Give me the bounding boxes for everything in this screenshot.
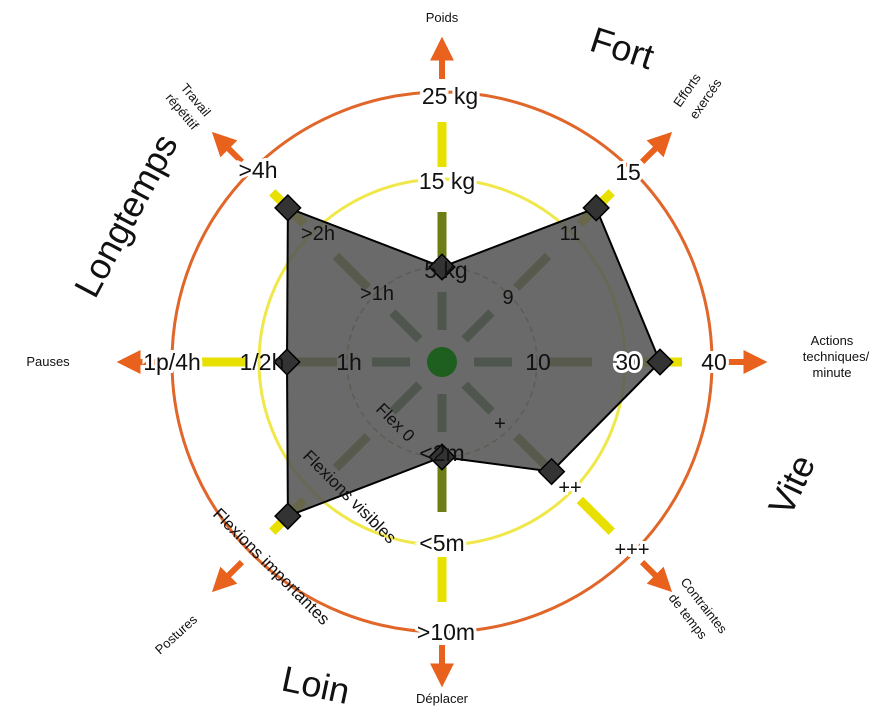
corner-label-fort: Fort bbox=[586, 19, 660, 78]
corner-label-vite: Vite bbox=[760, 448, 823, 521]
tick-efforts-9: 9 bbox=[502, 287, 513, 309]
axis-label-deplacer: Déplacer bbox=[416, 691, 469, 706]
axis-label-poids: Poids bbox=[426, 10, 459, 25]
marker-contraintes bbox=[537, 457, 566, 486]
marker-efforts bbox=[582, 194, 610, 222]
tick-actions-30: 30 bbox=[615, 349, 641, 375]
tick-travail-1h: >1h bbox=[360, 283, 394, 305]
tick-actions-10: 10 bbox=[525, 349, 551, 375]
arrow-postures bbox=[211, 559, 245, 593]
markers-group bbox=[273, 194, 674, 530]
corner-label-loin: Loin bbox=[278, 658, 353, 711]
center-dot bbox=[427, 347, 457, 377]
tick-pauses-half: 1/2h bbox=[240, 349, 285, 375]
tick-contraintes-3: +++ bbox=[614, 539, 649, 561]
axis-label-postures: Postures bbox=[152, 611, 201, 657]
tick-poids-25: 25 kg bbox=[422, 83, 478, 109]
marker-actions bbox=[646, 348, 674, 376]
arrow-efforts bbox=[639, 131, 673, 165]
tick-efforts-11: 11 bbox=[560, 223, 581, 245]
tick-deplacer-5: <5m bbox=[419, 530, 464, 556]
tick-contraintes-1: + bbox=[494, 413, 506, 435]
axis-label-pauses: Pauses bbox=[26, 354, 70, 369]
axis-label-actions-2: techniques/ bbox=[803, 349, 870, 364]
tick-travail-2h: >2h bbox=[301, 223, 335, 245]
tick-poids-15: 15 kg bbox=[419, 168, 475, 194]
arrow-travail bbox=[211, 131, 245, 165]
axis-label-actions-1: Actions bbox=[811, 333, 854, 348]
tick-actions-40: 40 bbox=[701, 349, 727, 375]
tick-postures-importantes: Flexions importantes bbox=[209, 504, 333, 628]
arrows-group bbox=[116, 36, 768, 688]
tick-contraintes-2: ++ bbox=[558, 477, 581, 499]
ring-outer bbox=[170, 90, 714, 634]
spoke-outer-contraintes bbox=[576, 496, 615, 535]
tick-deplacer-10: >10m bbox=[417, 619, 475, 645]
tick-travail-4h: >4h bbox=[238, 157, 277, 183]
arrow-contraintes bbox=[639, 559, 673, 593]
marker-deplacer bbox=[428, 443, 456, 471]
marker-pauses bbox=[273, 348, 301, 376]
marker-travail bbox=[274, 194, 302, 222]
tick-poids-5: 5 kg bbox=[424, 257, 467, 283]
tick-deplacer-2: <2m bbox=[419, 440, 464, 466]
tick-efforts-15: 15 bbox=[615, 159, 641, 185]
marker-postures bbox=[274, 502, 302, 530]
tick-pauses-1h: 1h bbox=[336, 349, 362, 375]
axis-label-actions-3: minute bbox=[812, 365, 851, 380]
tick-pauses-1p4h: 1p/4h bbox=[143, 349, 201, 375]
corner-label-longtemps: Longtemps bbox=[66, 127, 186, 304]
marker-poids bbox=[428, 253, 456, 281]
